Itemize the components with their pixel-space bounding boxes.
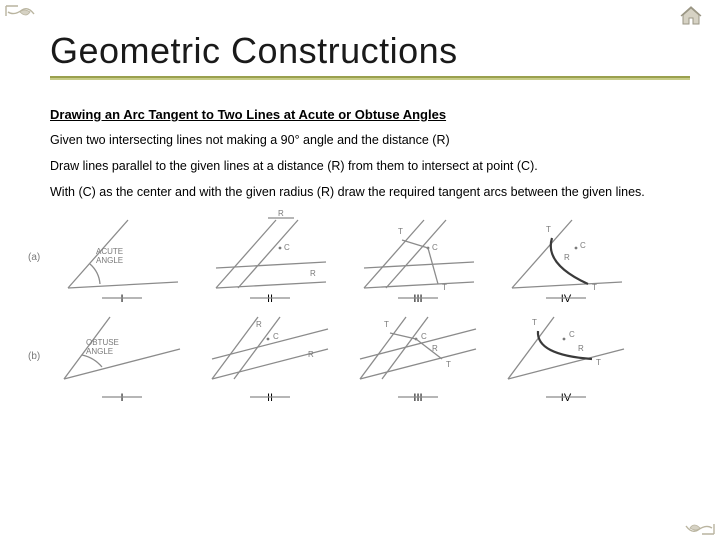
- diagram-row-obtuse: (b) OBTUSE ANGLE I C: [50, 309, 650, 404]
- svg-text:R: R: [278, 210, 284, 218]
- svg-text:I: I: [120, 392, 123, 404]
- obtuse-panel-2: C R R II: [198, 309, 338, 404]
- svg-text:R: R: [310, 269, 316, 278]
- svg-text:R: R: [308, 350, 314, 359]
- diagram-area: (a) ACUTE ANGLE I C: [50, 210, 650, 404]
- acute-panel-2: C R R II: [198, 210, 338, 305]
- svg-text:T: T: [446, 360, 451, 369]
- svg-text:R: R: [256, 320, 262, 329]
- svg-text:R: R: [432, 344, 438, 353]
- svg-text:T: T: [596, 358, 601, 367]
- svg-text:C: C: [273, 332, 279, 341]
- svg-text:R: R: [564, 253, 570, 262]
- svg-text:T: T: [384, 320, 389, 329]
- svg-text:I: I: [120, 293, 123, 305]
- acute-panel-1: (a) ACUTE ANGLE I: [50, 210, 190, 305]
- svg-text:ACUTE: ACUTE: [96, 247, 123, 256]
- svg-text:III: III: [413, 293, 422, 305]
- svg-text:ANGLE: ANGLE: [86, 347, 113, 356]
- paragraph-1: Given two intersecting lines not making …: [50, 132, 670, 149]
- acute-panel-3: C T T III: [346, 210, 486, 305]
- row-label-b: (b): [28, 351, 40, 362]
- svg-text:C: C: [421, 332, 427, 341]
- svg-text:R: R: [578, 344, 584, 353]
- svg-text:III: III: [413, 392, 422, 404]
- svg-text:T: T: [532, 318, 537, 327]
- obtuse-panel-4: C T T R IV: [494, 309, 634, 404]
- svg-text:IV: IV: [561, 392, 572, 404]
- svg-text:II: II: [267, 392, 273, 404]
- section-subtitle: Drawing an Arc Tangent to Two Lines at A…: [50, 107, 690, 122]
- svg-text:OBTUSE: OBTUSE: [86, 338, 119, 347]
- svg-text:T: T: [546, 225, 551, 234]
- svg-text:C: C: [580, 241, 586, 250]
- svg-text:IV: IV: [561, 293, 572, 305]
- svg-text:C: C: [569, 330, 575, 339]
- svg-text:II: II: [267, 293, 273, 305]
- svg-text:T: T: [398, 227, 403, 236]
- home-icon[interactable]: [680, 6, 702, 26]
- paragraph-2: Draw lines parallel to the given lines a…: [50, 158, 670, 175]
- svg-text:T: T: [592, 283, 597, 292]
- svg-text:ANGLE: ANGLE: [96, 256, 123, 265]
- paragraph-3: With (C) as the center and with the give…: [50, 184, 670, 201]
- obtuse-panel-1: (b) OBTUSE ANGLE I: [50, 309, 190, 404]
- corner-flourish-tl: [4, 4, 46, 28]
- row-label-a: (a): [28, 252, 40, 263]
- svg-text:C: C: [432, 243, 438, 252]
- svg-text:T: T: [442, 283, 447, 292]
- page-title: Geometric Constructions: [50, 30, 690, 72]
- diagram-row-acute: (a) ACUTE ANGLE I C: [50, 210, 650, 305]
- title-underline: [50, 76, 690, 80]
- svg-text:C: C: [284, 243, 290, 252]
- slide-content: Geometric Constructions Drawing an Arc T…: [50, 30, 690, 520]
- acute-panel-4: C T T R IV: [494, 210, 634, 305]
- obtuse-panel-3: C T T R III: [346, 309, 486, 404]
